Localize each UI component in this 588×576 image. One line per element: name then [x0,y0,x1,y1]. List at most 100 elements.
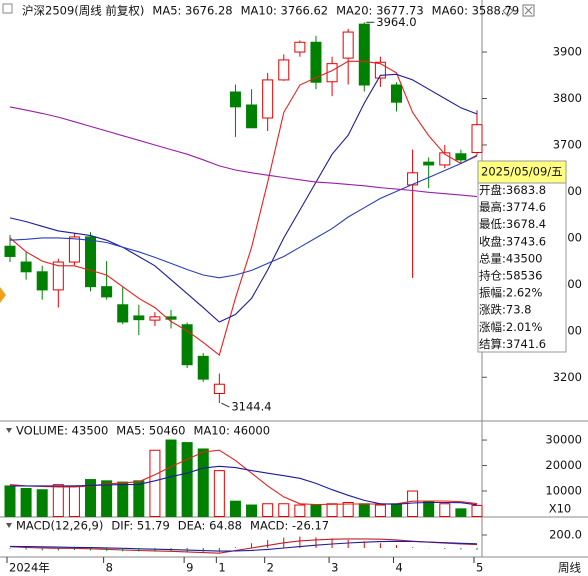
volume-bar [423,500,435,518]
candle-body [101,286,113,298]
tooltip-box [477,160,567,353]
candle-body [213,383,225,395]
annotation: 3964.0 [376,15,416,29]
volume-bar [471,504,483,517]
x-axis-label: 周线 [558,561,581,575]
volume-title: VOLUME: 43500 [16,424,108,438]
legend-entry: MA10: 46000 [194,424,271,438]
volume-bar [326,503,338,517]
volume-bar [117,481,129,518]
candle-body [117,304,129,323]
x-tick-label: 4 [395,561,402,575]
volume-bar [262,503,274,517]
candle-body [36,271,48,291]
legend-entry: MA20: 3677.73 [336,4,424,18]
ma-line [10,465,478,506]
candle-body [390,84,402,103]
panel-icon [6,428,12,433]
close-icon[interactable] [522,4,535,17]
candle-body [262,79,274,119]
tooltip-row: 涨跌:73.8 [479,303,531,317]
close-icon-cross [524,6,533,15]
ma-line [9,73,478,323]
tooltip-row: 振幅:2.62% [479,286,542,300]
volume-bar [229,500,241,518]
candle-body [423,161,435,166]
volume-bar [342,501,354,518]
y-tick-label: 30000 [545,433,582,447]
y-tick-label: 3800 [553,91,582,105]
volume-bar [36,489,48,518]
volume-bar [310,504,322,517]
y-tick-label: 200.0 [549,527,582,541]
candle-body [20,261,32,273]
volume-bar [246,504,258,517]
x-tick-label: 9 [186,561,193,575]
legend-entry: MACD: -26.17 [250,519,329,533]
candle-body [133,315,145,321]
volume-bar [52,484,64,517]
candle-body [278,59,290,81]
menu-icon[interactable] [2,3,13,14]
candle-body [229,91,241,108]
x-tick-label: 5 [476,561,483,575]
legend-entry: DIF: 51.79 [111,519,169,533]
candle-body [294,41,306,53]
legend-entry: DEA: 64.88 [178,519,242,533]
tooltip-row: 涨幅:2.01% [479,320,542,334]
y-tick-label: 20000 [545,458,582,472]
annotation-arrow [221,402,230,408]
legend-entry: MA5: 3676.28 [152,4,232,18]
tooltip-row: 持仓:58536 [479,269,542,283]
volume-bar [213,470,225,517]
volume-bar [294,504,306,517]
volume-bar [20,487,32,517]
tooltip-date-bg [477,160,567,184]
tooltip-row: 收盘:3743.6 [479,234,546,248]
candle-body [149,316,161,321]
candle-body [246,104,258,129]
candle-body [197,355,209,380]
candle-body [68,236,80,263]
volume-bar [149,449,161,517]
y-tick-label: 3700 [553,137,582,151]
candle-body [52,261,64,291]
candle-body [4,245,16,257]
candle-body [439,152,451,166]
side-marker [0,287,6,303]
volume-bar [278,503,290,517]
diamond-icon[interactable] [502,5,514,17]
candle-body [342,31,354,59]
ma-line [9,106,478,198]
ma-line [9,449,478,506]
unit-label: X10 [549,502,572,516]
legend-entry: MA5: 50460 [116,424,185,438]
y-tick-label: 3200 [553,370,582,384]
volume-bar [390,503,402,517]
legend-entry: MA60: 3588.79 [432,4,520,18]
volume-bar [101,480,113,518]
chart-title: 沪深2509(周线 前复权) [22,4,144,18]
x-tick-label: 1 [218,561,225,575]
candle-body [181,324,193,366]
tooltip-row: 总量:43500 [479,251,542,265]
x-tick-label: 3 [331,561,338,575]
volume-bar [68,485,80,517]
tooltip-row: 最高:3774.6 [479,200,546,214]
candle-body [471,124,483,153]
tooltip-row: 最低:3678.4 [479,217,546,231]
tooltip-row: 开盘:3683.8 [479,183,546,197]
legend-entry: MA10: 3766.62 [241,4,329,18]
ma-line [9,538,478,554]
x-tick-label: 2024年 [9,561,50,575]
volume-bar [358,503,370,517]
volume-bar [197,448,209,517]
volume-bar [374,504,386,517]
ma-line [9,154,478,279]
macd-title: MACD(12,26,9) [16,519,103,533]
tooltip-row: 结算:3741.6 [479,337,546,351]
candle-body [374,61,386,79]
volume-bar [85,479,97,517]
volume-bar [4,485,16,517]
